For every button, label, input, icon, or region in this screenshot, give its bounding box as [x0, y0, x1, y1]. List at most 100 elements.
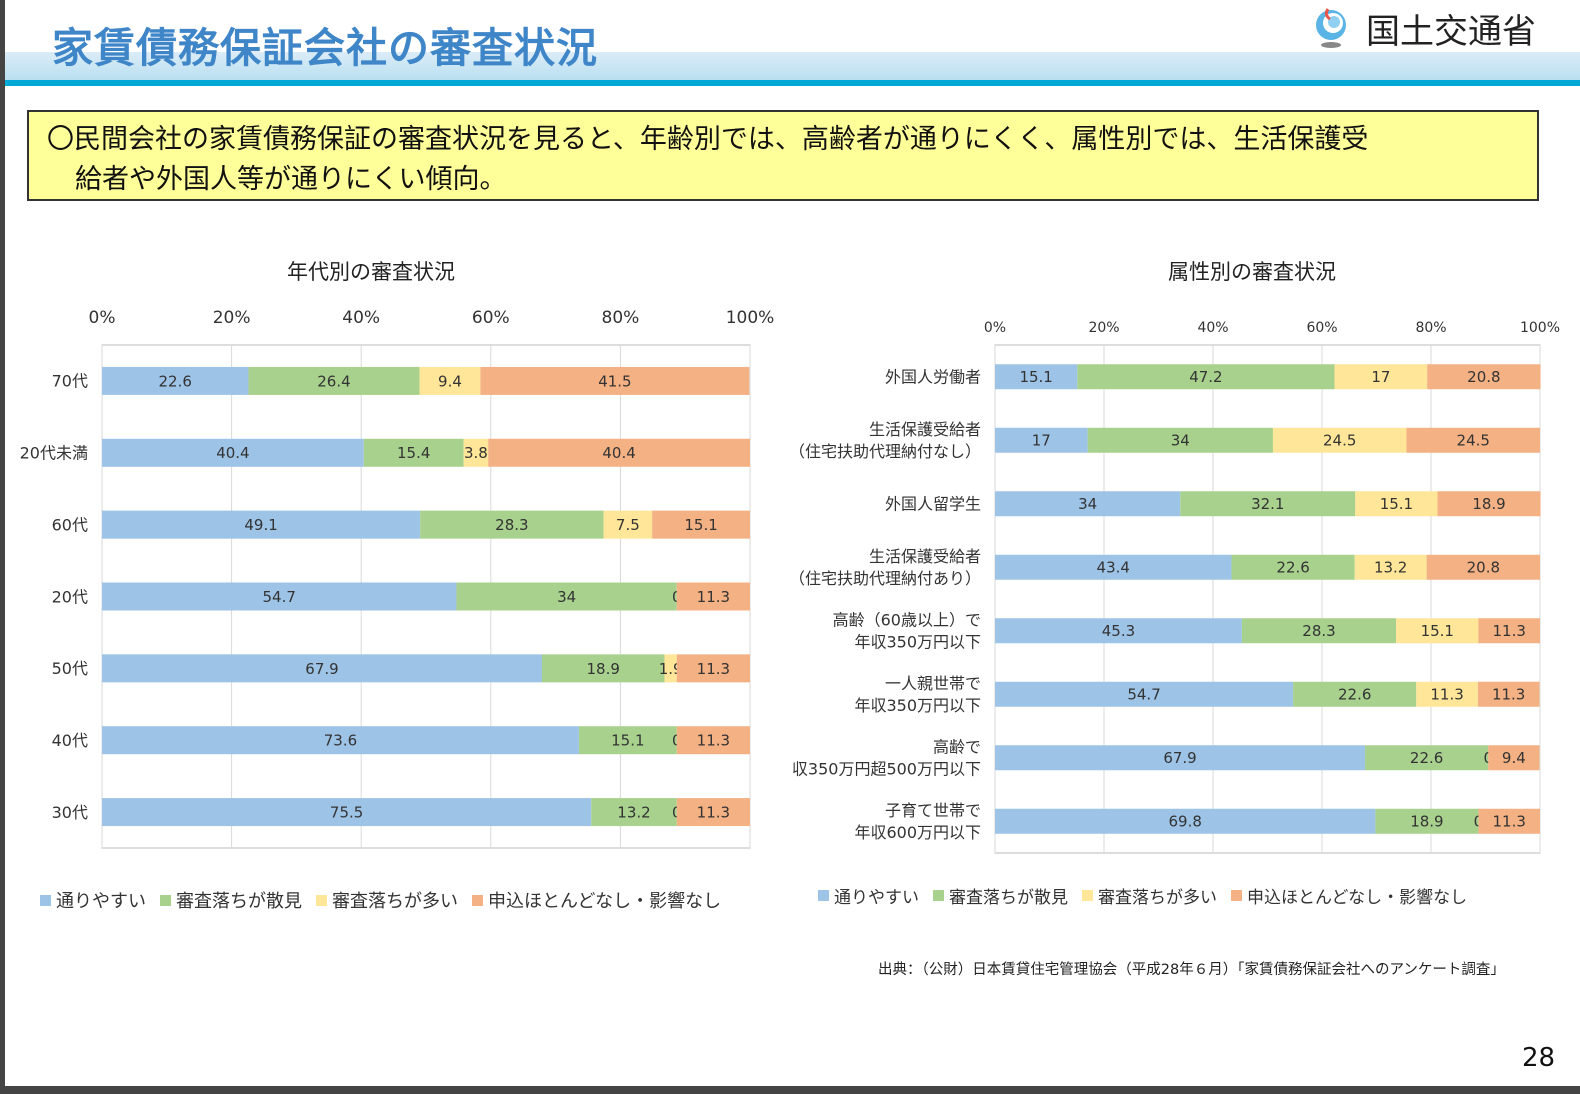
data-label: 20.8: [1467, 559, 1500, 577]
legend-item: 申込ほとんどなし・影響なし: [472, 887, 721, 913]
bar-segment: [419, 366, 481, 395]
data-label: 28.3: [1302, 622, 1335, 640]
bar-segment: [995, 808, 1376, 834]
data-label: 45.3: [1102, 622, 1135, 640]
data-label: 40.4: [216, 444, 249, 462]
bar-segment: [541, 654, 665, 683]
bar-segment: [995, 618, 1242, 644]
category-label: 高齢で: [933, 738, 981, 757]
bar-segment: [102, 654, 542, 683]
data-label: 67.9: [1163, 749, 1196, 767]
source-citation: 出典：（公財）日本賃貸住宅管理協会（平成28年６月）「家賃債務保証会社へのアンケ…: [878, 962, 1505, 978]
legend-label: 申込ほとんどなし・影響なし: [1247, 888, 1468, 908]
data-label: 47.2: [1189, 368, 1222, 386]
bar-segment: [1272, 427, 1407, 453]
bar-segment: [995, 364, 1078, 390]
data-label: 26.4: [317, 372, 350, 390]
legend-item: 審査落ちが散見: [933, 883, 1068, 908]
data-label: 41.5: [598, 372, 631, 390]
bar-segment: [1437, 491, 1541, 517]
data-label: 11.3: [697, 660, 730, 678]
bar-segment: [591, 798, 677, 827]
x-tick-label: 60%: [1306, 320, 1337, 336]
x-tick-label: 40%: [1197, 320, 1228, 336]
data-label: 34: [1078, 495, 1097, 513]
category-label: 20代: [52, 587, 88, 606]
left-edge-bar: [0, 0, 5, 1094]
data-label: 3.8: [464, 444, 488, 462]
bar-segment: [480, 366, 750, 395]
legend-swatch: [1231, 890, 1242, 901]
data-label: 15.4: [397, 444, 430, 462]
bar-segment: [363, 438, 464, 467]
data-label: 15.1: [611, 732, 644, 750]
summary-box: 〇民間会社の家賃債務保証の審査状況を見ると、年齢別では、高齢者が通りにくく、属性…: [27, 110, 1539, 201]
bar-segment: [102, 438, 364, 467]
bar-segment: [676, 798, 750, 827]
bar-segment: [652, 510, 750, 539]
category-label: 70代: [52, 372, 88, 391]
data-label: 13.2: [1374, 559, 1407, 577]
data-label: 11.3: [1493, 622, 1526, 640]
page-number: 28: [1522, 1043, 1556, 1073]
legend-item: 審査落ちが散見: [160, 887, 302, 913]
data-label: 43.4: [1097, 559, 1130, 577]
bar-segment: [1334, 364, 1428, 390]
data-label: 7.5: [616, 516, 640, 534]
bar-segment: [1488, 745, 1540, 771]
category-label: 年収350万円以下: [854, 696, 981, 715]
bar-segment: [488, 438, 750, 467]
x-tick-label: 40%: [342, 308, 380, 328]
category-label: 生活保護受給者: [869, 420, 981, 439]
category-label: 年収350万円以下: [854, 633, 981, 652]
data-label: 18.9: [587, 660, 620, 678]
category-label: 高齢（60歳以上）で: [833, 611, 981, 630]
data-label: 11.3: [697, 588, 730, 606]
bar-segment: [1354, 554, 1427, 580]
data-label: 15.1: [1380, 495, 1413, 513]
x-tick-label: 100%: [1520, 320, 1560, 336]
logo-text: 国土交通省: [1366, 11, 1536, 52]
bar-segment: [1478, 618, 1540, 644]
data-label: 11.3: [1492, 686, 1525, 704]
age-chart: 0% 20% 40% 60% 80% 100% 70代 22.6 26.4 9.4 41.5 20代未…: [20, 308, 774, 849]
x-tick-label: 0%: [984, 320, 1006, 336]
bar-segment: [1231, 554, 1355, 580]
bar-segment: [1375, 808, 1479, 834]
data-label: 9.4: [1502, 749, 1526, 767]
summary-line-1: 〇民間会社の家賃債務保証の審査状況を見ると、年齢別では、高齢者が通りにくく、属性…: [47, 124, 1369, 155]
category-label: 年収600万円以下: [854, 823, 981, 842]
data-label: 17: [1032, 432, 1051, 450]
data-label: 40.4: [602, 444, 635, 462]
data-label: 9.4: [438, 372, 462, 390]
legend-label: 通りやすい: [834, 888, 919, 908]
bar-segment: [1355, 491, 1438, 517]
bar-segment: [676, 726, 750, 755]
legend-swatch: [933, 890, 944, 901]
bar-segment: [463, 438, 489, 467]
data-label: 15.1: [684, 516, 717, 534]
legend-label: 審査落ちが散見: [949, 888, 1068, 908]
category-label: 外国人労働者: [885, 368, 981, 387]
data-label: 54.7: [1127, 686, 1160, 704]
bar-segment: [248, 366, 420, 395]
page-title: 家賃債務保証会社の審査状況: [52, 24, 598, 72]
legend-swatch: [40, 894, 51, 906]
bar-segment: [102, 726, 579, 755]
legend-item: 通りやすい: [818, 883, 919, 908]
right-chart-title: 属性別の審査状況: [1168, 260, 1336, 284]
data-label: 49.1: [244, 516, 277, 534]
bar-segment: [1427, 364, 1541, 390]
x-tick-label: 20%: [213, 308, 251, 328]
bar-segment: [664, 654, 677, 683]
bar-segment: [1477, 681, 1540, 707]
data-label: 15.1: [1421, 622, 1454, 640]
right-chart-legend: 通りやすい 審査落ちが散見 審査落ちが多い 申込ほとんどなし・影響なし: [818, 883, 1481, 908]
bar-segment: [1406, 427, 1540, 453]
data-label: 11.3: [697, 732, 730, 750]
data-label: 11.3: [697, 803, 730, 821]
data-label: 18.9: [1410, 813, 1443, 831]
category-label: 20代未満: [20, 444, 88, 463]
bottom-edge-bar: [0, 1086, 1580, 1094]
legend-label: 通りやすい: [56, 891, 146, 912]
